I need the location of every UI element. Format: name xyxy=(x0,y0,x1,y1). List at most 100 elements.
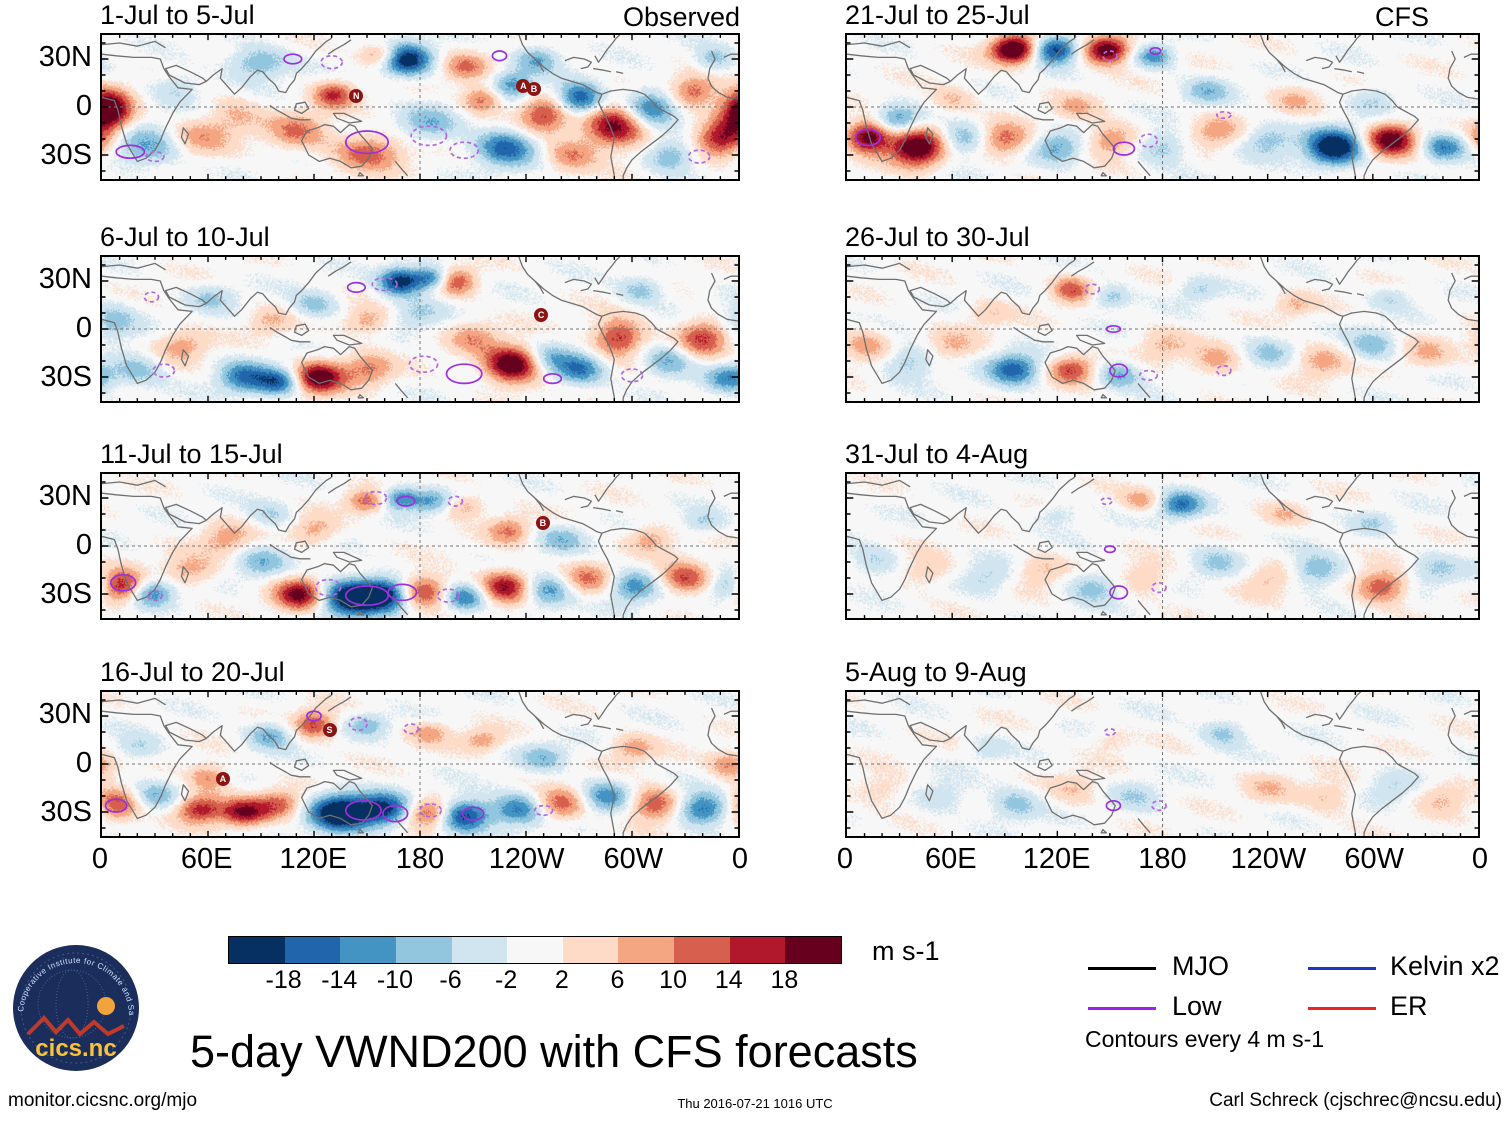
colorbar-segment xyxy=(340,937,396,963)
lon-label: 60E xyxy=(180,843,233,875)
map-overlay xyxy=(847,35,1478,179)
colorbar-tick-label: 18 xyxy=(770,966,799,994)
colorbar-segment xyxy=(729,937,786,963)
map-overlay xyxy=(847,474,1478,618)
panel-title: 16-Jul to 20-Jul xyxy=(100,657,285,687)
coastlines xyxy=(847,474,1478,618)
low-contour xyxy=(1150,48,1161,54)
logo-ring xyxy=(20,952,132,1064)
lat-label: 0 xyxy=(75,529,92,561)
lon-label: 0 xyxy=(836,843,854,875)
low-contour xyxy=(1113,142,1134,155)
map-overlay xyxy=(102,692,738,836)
lat-label: 30N xyxy=(38,479,92,512)
colorbar-units: m s-1 xyxy=(872,936,940,966)
low-contour xyxy=(1110,586,1128,599)
panel-title: 1-Jul to 5-Jul xyxy=(100,0,255,30)
axis-ticks xyxy=(102,474,738,618)
lat-label: 30N xyxy=(38,40,92,73)
lat-label: 0 xyxy=(75,747,92,779)
low-contour xyxy=(462,807,483,820)
colorbar-segment xyxy=(674,937,730,963)
panel-title: 11-Jul to 15-Jul xyxy=(100,439,283,469)
low-contour xyxy=(450,142,478,158)
storm-marker: B xyxy=(527,82,541,97)
legend-label: Kelvin x2 xyxy=(1390,951,1500,981)
colorbar-segment xyxy=(395,937,452,963)
storm-marker: S xyxy=(322,722,337,737)
lon-label: 0 xyxy=(731,843,749,875)
colorbar-segment xyxy=(229,937,285,963)
low-contour xyxy=(348,283,366,293)
lon-label: 0 xyxy=(91,843,109,875)
lon-label: 120E xyxy=(1022,843,1091,875)
colorbar-tick-label: -18 xyxy=(265,966,302,994)
coastlines xyxy=(847,35,1478,179)
footer-timestamp: Thu 2016-07-21 1016 UTC xyxy=(677,1096,833,1111)
map-overlay xyxy=(102,474,738,618)
low-contour xyxy=(1152,801,1166,811)
map-panel xyxy=(845,690,1480,838)
lon-label: 180 xyxy=(1138,843,1187,875)
lat-label: 0 xyxy=(75,312,92,344)
colorbar-segment xyxy=(618,937,674,963)
logo-sun-icon xyxy=(97,997,115,1015)
low-contour xyxy=(409,356,437,372)
coastlines xyxy=(102,257,738,401)
low-contour xyxy=(1217,112,1231,118)
colorbar xyxy=(228,936,842,964)
colorbar-tick-label: -14 xyxy=(321,966,358,994)
panel-title: 5-Aug to 9-Aug xyxy=(845,657,1027,687)
colorbar-segment xyxy=(451,937,508,963)
low-contour xyxy=(438,589,459,602)
low-contour xyxy=(372,278,397,291)
low-contour xyxy=(153,364,174,377)
lon-label: 180 xyxy=(395,843,445,875)
low-contour xyxy=(404,724,418,734)
low-contour xyxy=(111,575,136,591)
low-contour xyxy=(146,152,164,162)
low-contour xyxy=(1105,546,1116,552)
low-contour xyxy=(1217,366,1231,376)
lat-label: 0 xyxy=(75,90,92,122)
map-overlay xyxy=(847,257,1478,401)
lon-label: 120W xyxy=(1230,843,1307,875)
map-panel: B xyxy=(100,472,740,620)
low-contour xyxy=(492,51,506,61)
colorbar-tick-label: 6 xyxy=(610,966,625,994)
coastlines xyxy=(102,692,738,836)
low-contour xyxy=(116,145,144,158)
low-contour xyxy=(420,804,441,817)
lat-label: 30N xyxy=(38,262,92,295)
low-contour xyxy=(448,496,462,506)
low-contour xyxy=(1101,498,1112,504)
low-contour xyxy=(411,126,446,145)
storm-marker: A xyxy=(516,78,531,93)
legend-line xyxy=(1088,967,1156,970)
storm-marker: C xyxy=(534,307,549,322)
legend-label: Low xyxy=(1172,991,1222,1021)
lon-label: 120W xyxy=(488,843,565,875)
coastlines xyxy=(102,474,738,618)
axis-ticks xyxy=(847,474,1478,618)
low-contour xyxy=(397,496,415,506)
colorbar-tick-label: 14 xyxy=(714,966,743,994)
axis-ticks xyxy=(102,257,738,401)
legend-label: ER xyxy=(1390,991,1428,1021)
logo: Cooperative Institute for Climate and Sa… xyxy=(10,942,139,1071)
map-overlay xyxy=(102,35,738,179)
low-contour xyxy=(1106,801,1120,811)
low-contour xyxy=(365,492,386,505)
axis-ticks xyxy=(847,692,1478,836)
low-contour xyxy=(856,129,881,145)
logo-mountains-icon xyxy=(26,1015,125,1037)
colorbar-tick-label: -2 xyxy=(495,966,518,994)
low-contour xyxy=(1085,284,1099,294)
low-contour xyxy=(349,718,367,731)
storm-marker: B xyxy=(535,516,550,531)
axis-ticks xyxy=(847,257,1478,401)
lat-label: 30S xyxy=(40,139,92,172)
lon-label: 0 xyxy=(1471,843,1489,875)
low-contour xyxy=(1103,51,1117,61)
